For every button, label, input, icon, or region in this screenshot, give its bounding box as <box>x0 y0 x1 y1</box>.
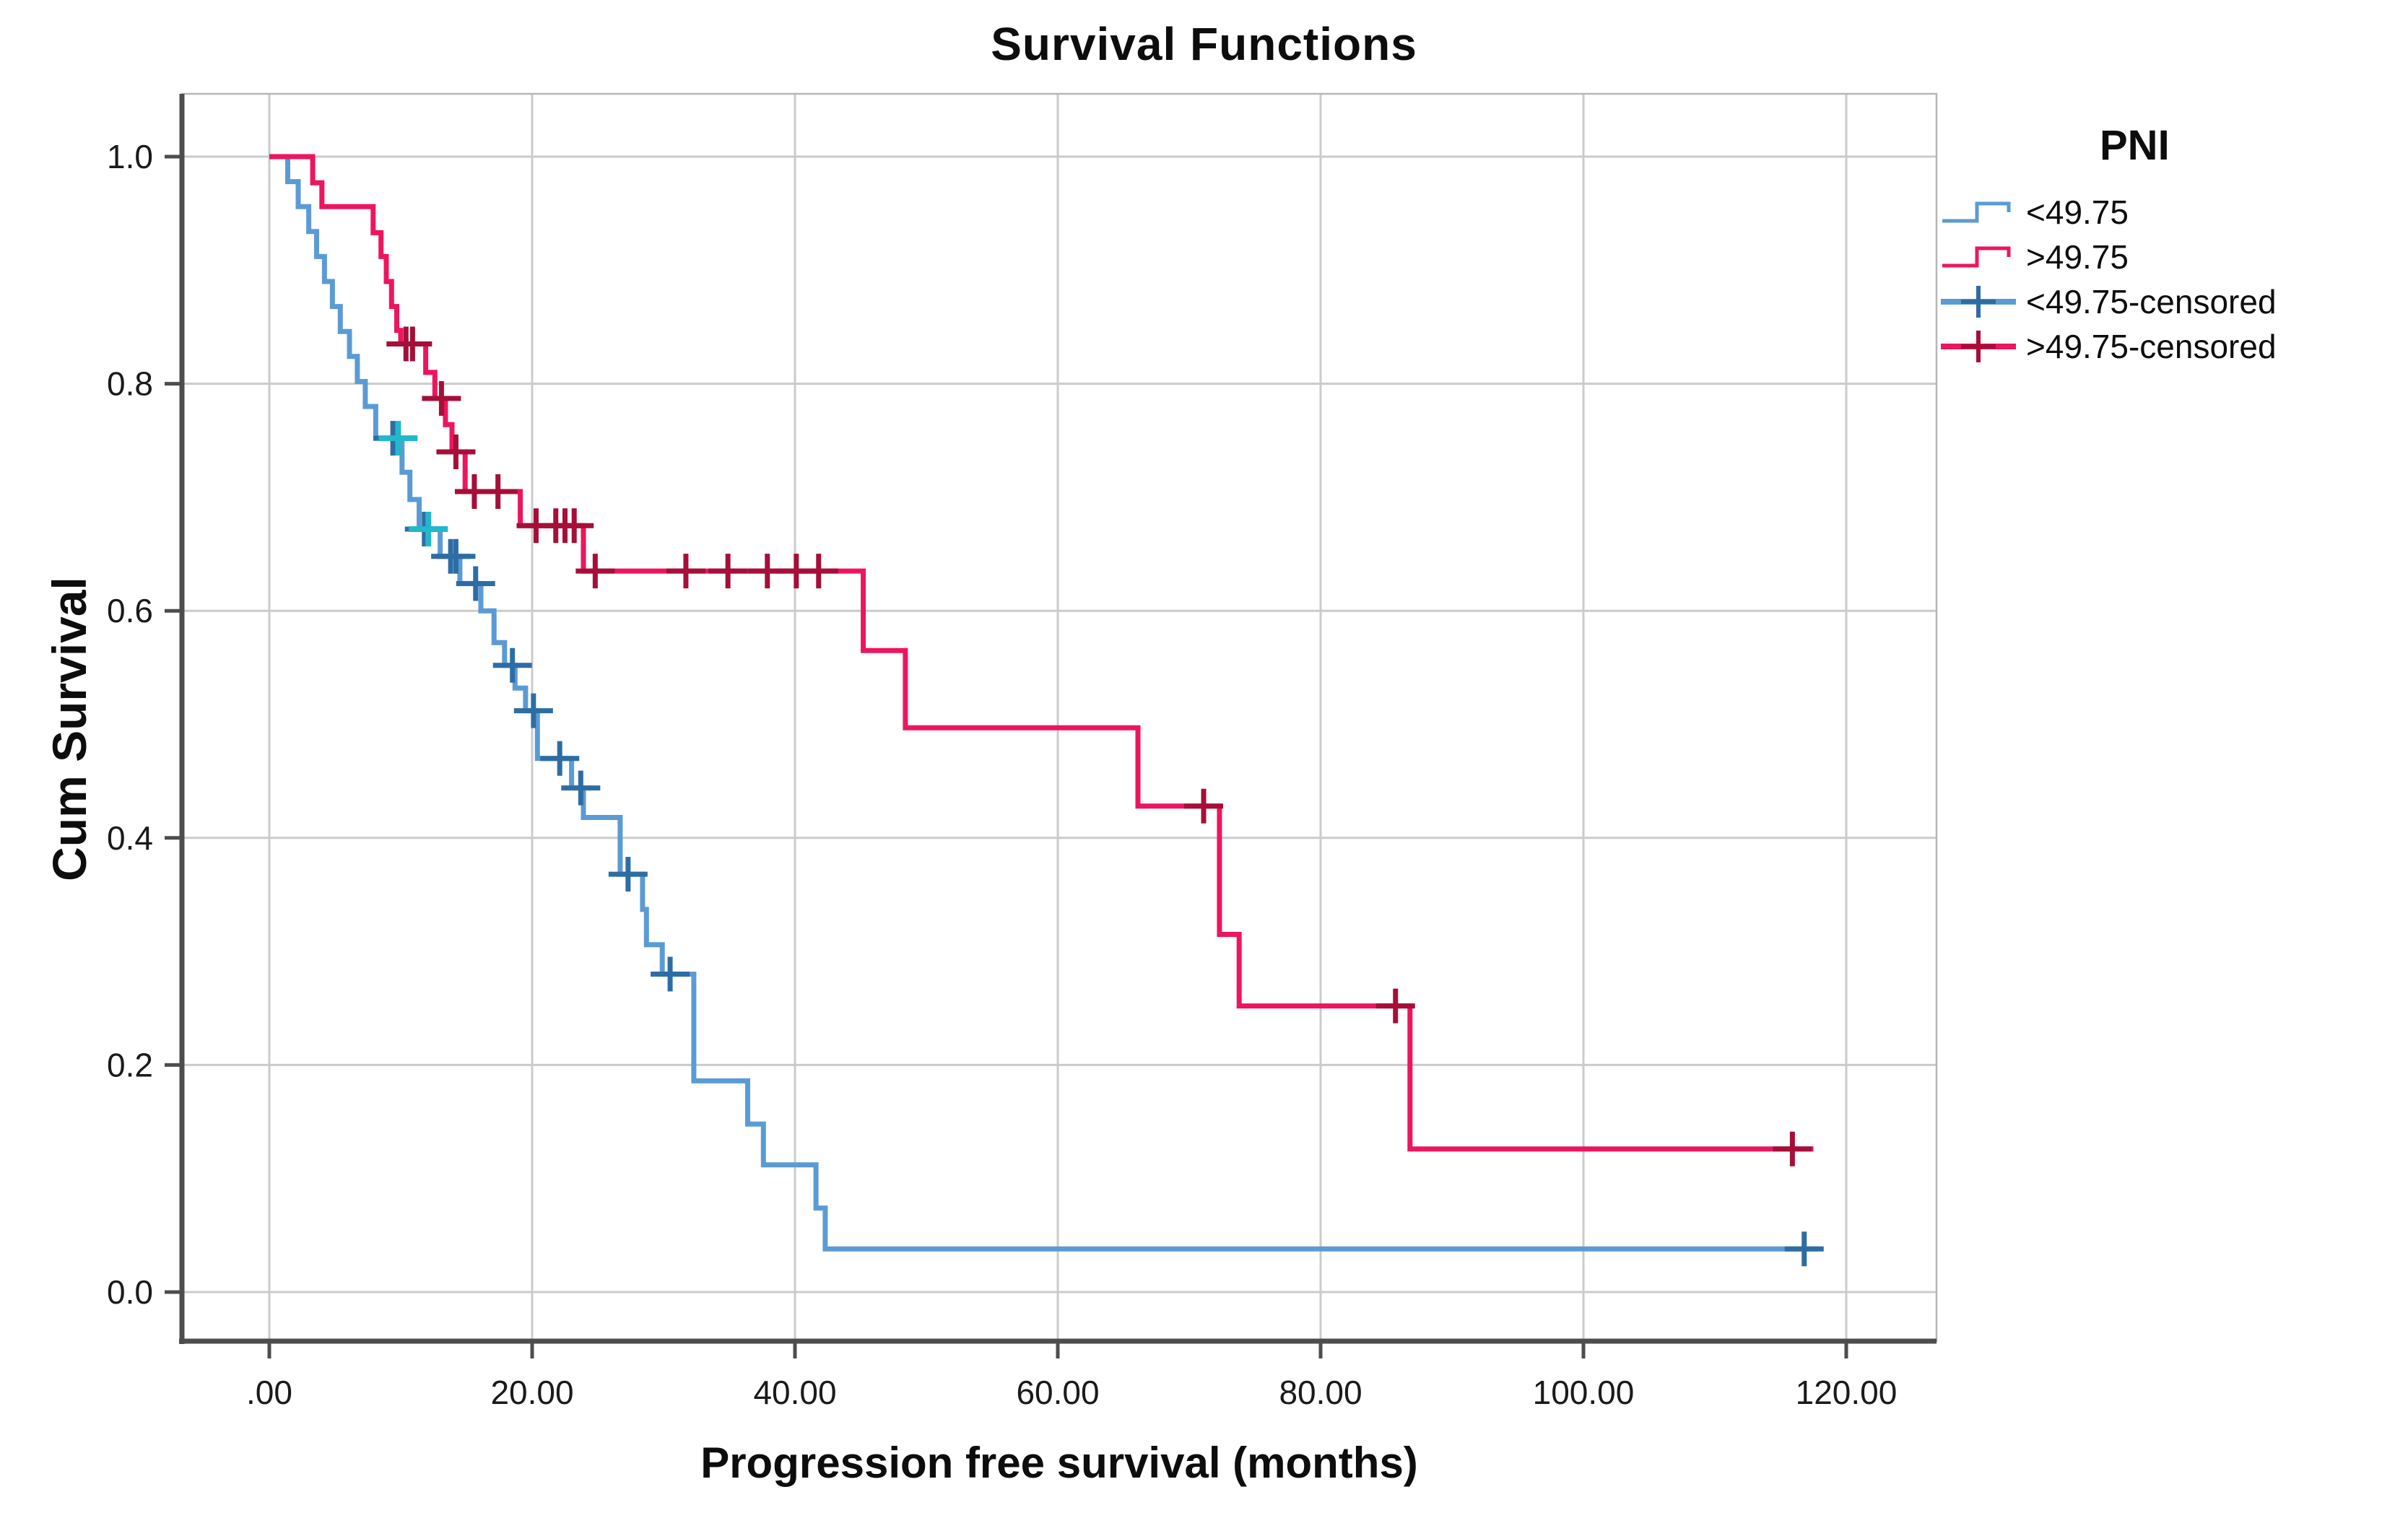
censor-mark-gt-49-75 <box>1773 1131 1812 1166</box>
legend-item: <49.75-censored <box>1939 279 2277 324</box>
censor-mark-lt-49-75 <box>436 538 476 574</box>
censor-mark-lt-49-75 <box>456 566 495 601</box>
survival-curve-gt-49-75 <box>269 154 1814 1152</box>
legend-item-label: >49.75-censored <box>2026 328 2277 365</box>
censor-mark-gt-49-75 <box>575 554 615 589</box>
plot-frame <box>181 92 1938 1343</box>
censor-mark-gt-49-75 <box>1184 788 1224 824</box>
chart-title: Survival Functions <box>991 18 1417 70</box>
censor-mark-lt-49-75 <box>561 770 601 806</box>
legend-item-label: >49.75 <box>2026 238 2129 276</box>
legend-step-line-icon <box>1942 201 2011 223</box>
censor-mark-lt-49-75 <box>651 956 690 992</box>
censor-mark-lt-49-75 <box>1784 1231 1824 1267</box>
legend-title: PNI <box>2100 122 2170 169</box>
censor-mark-lt-49-75 <box>540 741 580 776</box>
censor-mark-gt-49-75 <box>555 508 594 544</box>
censor-mark-gt-49-75 <box>422 381 461 416</box>
censor-mark-lt-49-75 <box>492 647 532 683</box>
x-tick-label: 60.00 <box>1016 1374 1099 1411</box>
x-tick-label: 40.00 <box>753 1374 836 1411</box>
censor-mark-gt-49-75 <box>666 554 705 589</box>
censor-mark-gt-49-75 <box>799 554 838 589</box>
y-tick-label: 1.0 <box>107 138 153 175</box>
x-tick-label: 120.00 <box>1796 1374 1898 1411</box>
censor-mark-lt-49-75 <box>608 857 648 892</box>
y-tick-label: 0.4 <box>107 819 153 857</box>
legend-item-label: <49.75-censored <box>2026 283 2277 320</box>
x-axis-title: Progression free survival (months) <box>700 1439 1418 1487</box>
censor-mark-gt-49-75 <box>393 326 433 362</box>
y-tick-label: 0.6 <box>107 592 153 629</box>
legend-item: >49.75 <box>1939 235 2277 279</box>
legend-item: >49.75-censored <box>1939 324 2277 369</box>
legend-step-line-icon <box>1942 246 2011 268</box>
survival-curve-lt-49-75 <box>269 154 1817 1252</box>
legend-item: <49.75 <box>1939 190 2277 235</box>
legend-item-label: <49.75 <box>2026 193 2129 231</box>
x-tick-label: 100.00 <box>1533 1374 1635 1411</box>
x-tick-label: 20.00 <box>490 1374 573 1411</box>
legend-censored-icon <box>1941 331 2016 362</box>
censor-mark-gt-49-75 <box>436 434 476 469</box>
censor-mark-gt-49-75 <box>478 474 518 510</box>
censor-mark-overlap <box>378 421 418 456</box>
legend-censored-icon <box>1941 286 2016 318</box>
y-tick-label: 0.2 <box>107 1046 153 1083</box>
x-tick-label: .00 <box>246 1374 292 1411</box>
censor-mark-lt-49-75 <box>513 693 553 728</box>
legend-items: <49.75 >49.75 <49.75-censored >49.75-censor… <box>1939 190 2277 369</box>
legend: PNI <49.75 >49.75 <49.75-censored >49.75-ce… <box>1939 121 2277 369</box>
censor-mark-overlap <box>409 511 448 546</box>
censor-mark-gt-49-75 <box>1375 988 1415 1024</box>
y-tick-label: 0.8 <box>107 365 153 403</box>
y-tick-label: 0.0 <box>107 1273 153 1311</box>
censor-mark-gt-49-75 <box>708 554 748 589</box>
x-tick-label: 80.00 <box>1279 1374 1362 1411</box>
